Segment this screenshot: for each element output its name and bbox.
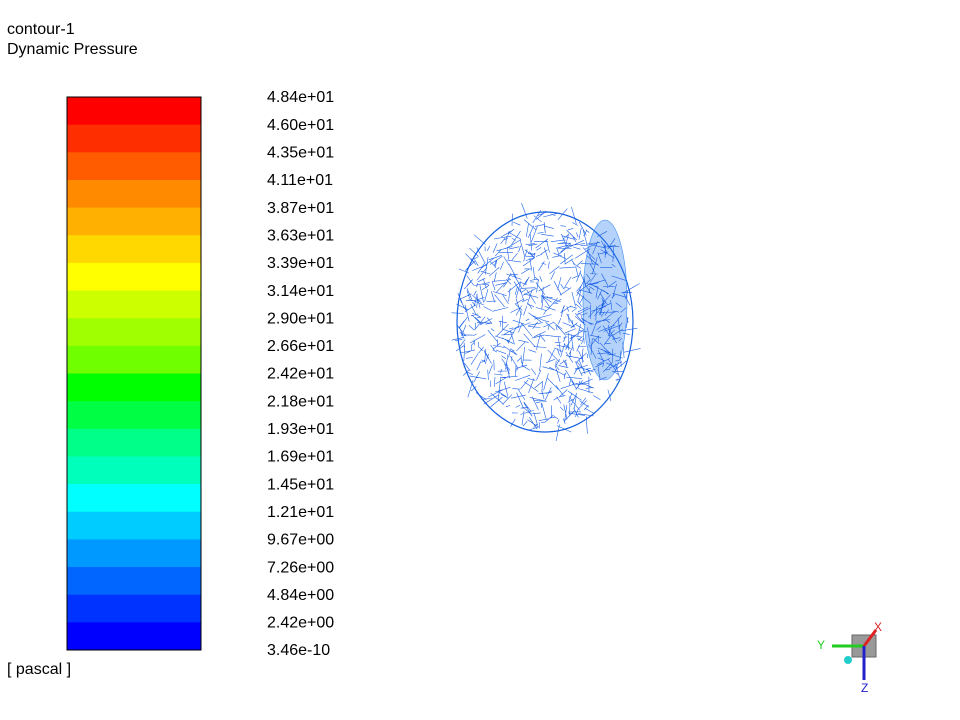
colorbar	[67, 97, 201, 651]
colorbar-band	[67, 428, 201, 457]
colorbar-label: 3.87e+01	[267, 200, 334, 217]
colorbar-label: 4.84e+01	[267, 89, 334, 106]
colorbar-label: 3.46e-10	[267, 642, 330, 659]
triad-x-label: X	[874, 620, 882, 634]
colorbar-band	[67, 456, 201, 485]
colorbar-label: 4.60e+01	[267, 117, 334, 134]
colorbar-label: 2.42e+01	[267, 366, 334, 383]
colorbar-band	[67, 290, 201, 319]
colorbar-label: 1.45e+01	[267, 476, 334, 493]
colorbar-label: 3.63e+01	[267, 227, 334, 244]
colorbar-band	[67, 594, 201, 623]
colorbar-band	[67, 484, 201, 513]
triad-y-label: Y	[817, 638, 825, 652]
colorbar-band	[67, 567, 201, 596]
axis-triad: X Y Z	[817, 620, 882, 695]
colorbar-band	[67, 124, 201, 153]
colorbar-label: 2.66e+01	[267, 338, 334, 355]
colorbar-label: 3.39e+01	[267, 255, 334, 272]
colorbar-label: 3.14e+01	[267, 283, 334, 300]
colorbar-band	[67, 179, 201, 209]
colorbar-label: 4.35e+01	[267, 145, 334, 162]
colorbar-label: 1.21e+01	[267, 504, 334, 521]
colorbar-label: 1.69e+01	[267, 449, 334, 466]
colorbar-label: 2.90e+01	[267, 310, 334, 327]
colorbar-label: 2.42e+00	[267, 615, 334, 632]
colorbar-band	[67, 207, 201, 236]
colorbar-label: 4.84e+00	[267, 587, 334, 604]
colorbar-band	[67, 373, 201, 402]
colorbar-band	[67, 401, 201, 430]
colorbar-band	[67, 235, 201, 264]
triad-z-label: Z	[861, 681, 868, 695]
colorbar-label: 1.93e+01	[267, 421, 334, 438]
triad-x-axis	[862, 629, 878, 647]
colorbar-band	[67, 318, 201, 347]
colorbar-band	[67, 152, 201, 181]
mesh-edges	[451, 202, 641, 441]
colorbar-label: 7.26e+00	[267, 559, 334, 576]
colorbar-band	[67, 345, 201, 374]
triad-origin	[844, 656, 852, 664]
colorbar-band	[67, 511, 201, 540]
colorbar-label: 2.18e+01	[267, 393, 334, 410]
unit-label: [ pascal ]	[7, 661, 71, 678]
contour-variable: Dynamic Pressure	[7, 41, 138, 58]
colorbar-label: 4.11e+01	[267, 172, 333, 189]
mesh	[451, 202, 641, 441]
colorbar-band	[67, 539, 201, 568]
colorbar-label: 9.67e+00	[267, 532, 334, 549]
colorbar-band	[67, 262, 201, 292]
colorbar-band	[67, 97, 201, 126]
contour-title: contour-1	[7, 21, 75, 38]
colorbar-frame	[66, 96, 202, 651]
colorbar-band	[67, 622, 201, 651]
